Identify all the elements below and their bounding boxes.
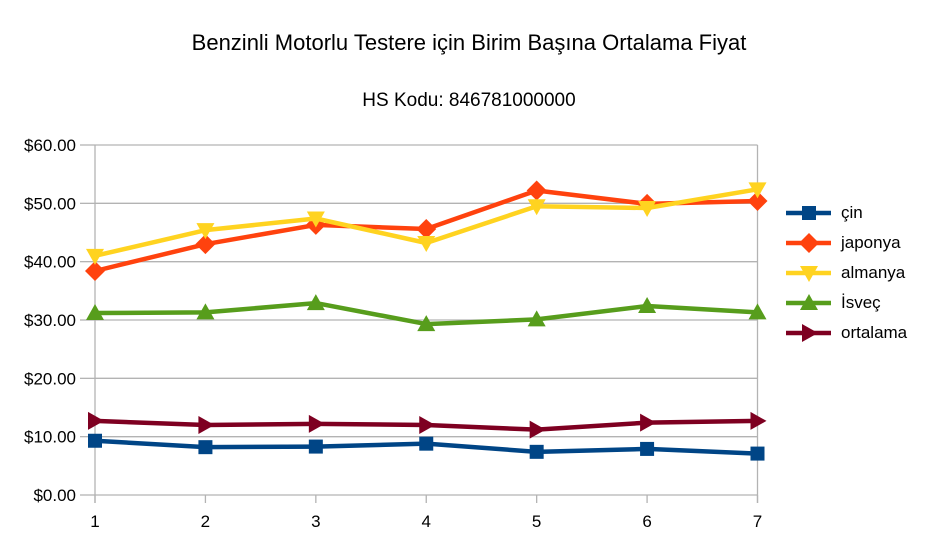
data-point-marker bbox=[799, 233, 819, 253]
legend-item-3: İsveç bbox=[786, 288, 907, 318]
data-point-marker bbox=[198, 440, 213, 455]
data-point-marker bbox=[527, 199, 546, 216]
data-point-marker bbox=[638, 201, 657, 217]
legend-item-2: almanya bbox=[786, 258, 907, 288]
data-point-marker bbox=[750, 411, 767, 430]
data-point-marker bbox=[640, 441, 655, 456]
legend-label: çin bbox=[841, 203, 863, 222]
data-point-marker bbox=[306, 294, 325, 311]
data-point-marker bbox=[196, 303, 215, 320]
legend-item-0: çin bbox=[786, 198, 907, 228]
data-point-marker bbox=[88, 433, 102, 448]
legend-item-4: ortalama bbox=[786, 318, 907, 348]
y-axis-label: $40.00 bbox=[24, 253, 76, 272]
legend-label: İsveç bbox=[841, 293, 881, 312]
data-point-marker bbox=[748, 182, 767, 199]
y-axis-label: $10.00 bbox=[24, 428, 76, 447]
data-point-marker bbox=[802, 206, 816, 220]
x-axis-label: 4 bbox=[422, 512, 431, 531]
legend-key-sample bbox=[786, 324, 831, 342]
data-point-marker bbox=[417, 236, 436, 252]
data-point-marker bbox=[86, 248, 104, 265]
data-point-marker bbox=[747, 191, 768, 211]
legend-label: japonya bbox=[841, 233, 901, 252]
series-2 bbox=[86, 182, 767, 265]
x-axis-label: 6 bbox=[642, 512, 651, 531]
data-point-marker bbox=[195, 234, 216, 255]
series-3 bbox=[86, 294, 767, 332]
x-axis-label: 5 bbox=[532, 512, 541, 531]
y-axis-label: $20.00 bbox=[24, 369, 76, 388]
series-0 bbox=[88, 433, 765, 461]
y-axis-label: $50.00 bbox=[24, 194, 76, 213]
x-axis-label: 7 bbox=[753, 512, 762, 531]
data-point-marker bbox=[527, 310, 546, 327]
data-point-marker bbox=[800, 266, 818, 282]
legend-key-sample bbox=[786, 233, 831, 253]
legend-key-sample bbox=[786, 206, 831, 220]
legend-key-sample bbox=[786, 294, 831, 310]
data-point-marker bbox=[526, 180, 547, 201]
data-point-marker bbox=[529, 420, 546, 439]
legend-item-1: japonya bbox=[786, 228, 907, 258]
chart-subtitle: HS Kodu: 846781000000 bbox=[362, 90, 576, 111]
data-point-marker bbox=[640, 413, 657, 432]
data-point-marker bbox=[306, 211, 325, 228]
data-point-marker bbox=[419, 416, 436, 434]
data-point-marker bbox=[88, 411, 104, 430]
x-axis-label: 2 bbox=[201, 512, 210, 531]
data-point-marker bbox=[416, 219, 437, 239]
data-point-marker bbox=[529, 444, 544, 459]
data-point-marker bbox=[750, 446, 765, 461]
legend-label: ortalama bbox=[841, 323, 908, 342]
data-point-marker bbox=[802, 324, 818, 342]
data-point-marker bbox=[308, 414, 325, 433]
data-point-marker bbox=[419, 436, 434, 451]
y-axis-label: $0.00 bbox=[33, 486, 76, 505]
data-point-marker bbox=[308, 439, 323, 454]
data-point-marker bbox=[417, 315, 436, 332]
legend-key-sample bbox=[786, 266, 831, 282]
chart-legend: çin japonya almanya İsveç ortalama bbox=[786, 198, 907, 348]
data-point-marker bbox=[748, 303, 767, 320]
data-point-marker bbox=[638, 297, 657, 313]
x-axis-label: 1 bbox=[90, 512, 99, 531]
legend-label: almanya bbox=[841, 263, 906, 282]
y-axis-label: $30.00 bbox=[24, 311, 76, 330]
x-axis-label: 3 bbox=[311, 512, 320, 531]
series-1 bbox=[85, 180, 768, 281]
data-point-marker bbox=[198, 416, 215, 434]
series-4 bbox=[88, 411, 767, 439]
data-point-marker bbox=[85, 261, 105, 281]
data-point-marker bbox=[196, 223, 215, 240]
y-axis-label: $60.00 bbox=[24, 136, 76, 155]
data-point-marker bbox=[800, 294, 818, 310]
data-point-marker bbox=[86, 304, 104, 320]
chart-title: Benzinli Motorlu Testere için Birim Başı… bbox=[191, 30, 747, 55]
